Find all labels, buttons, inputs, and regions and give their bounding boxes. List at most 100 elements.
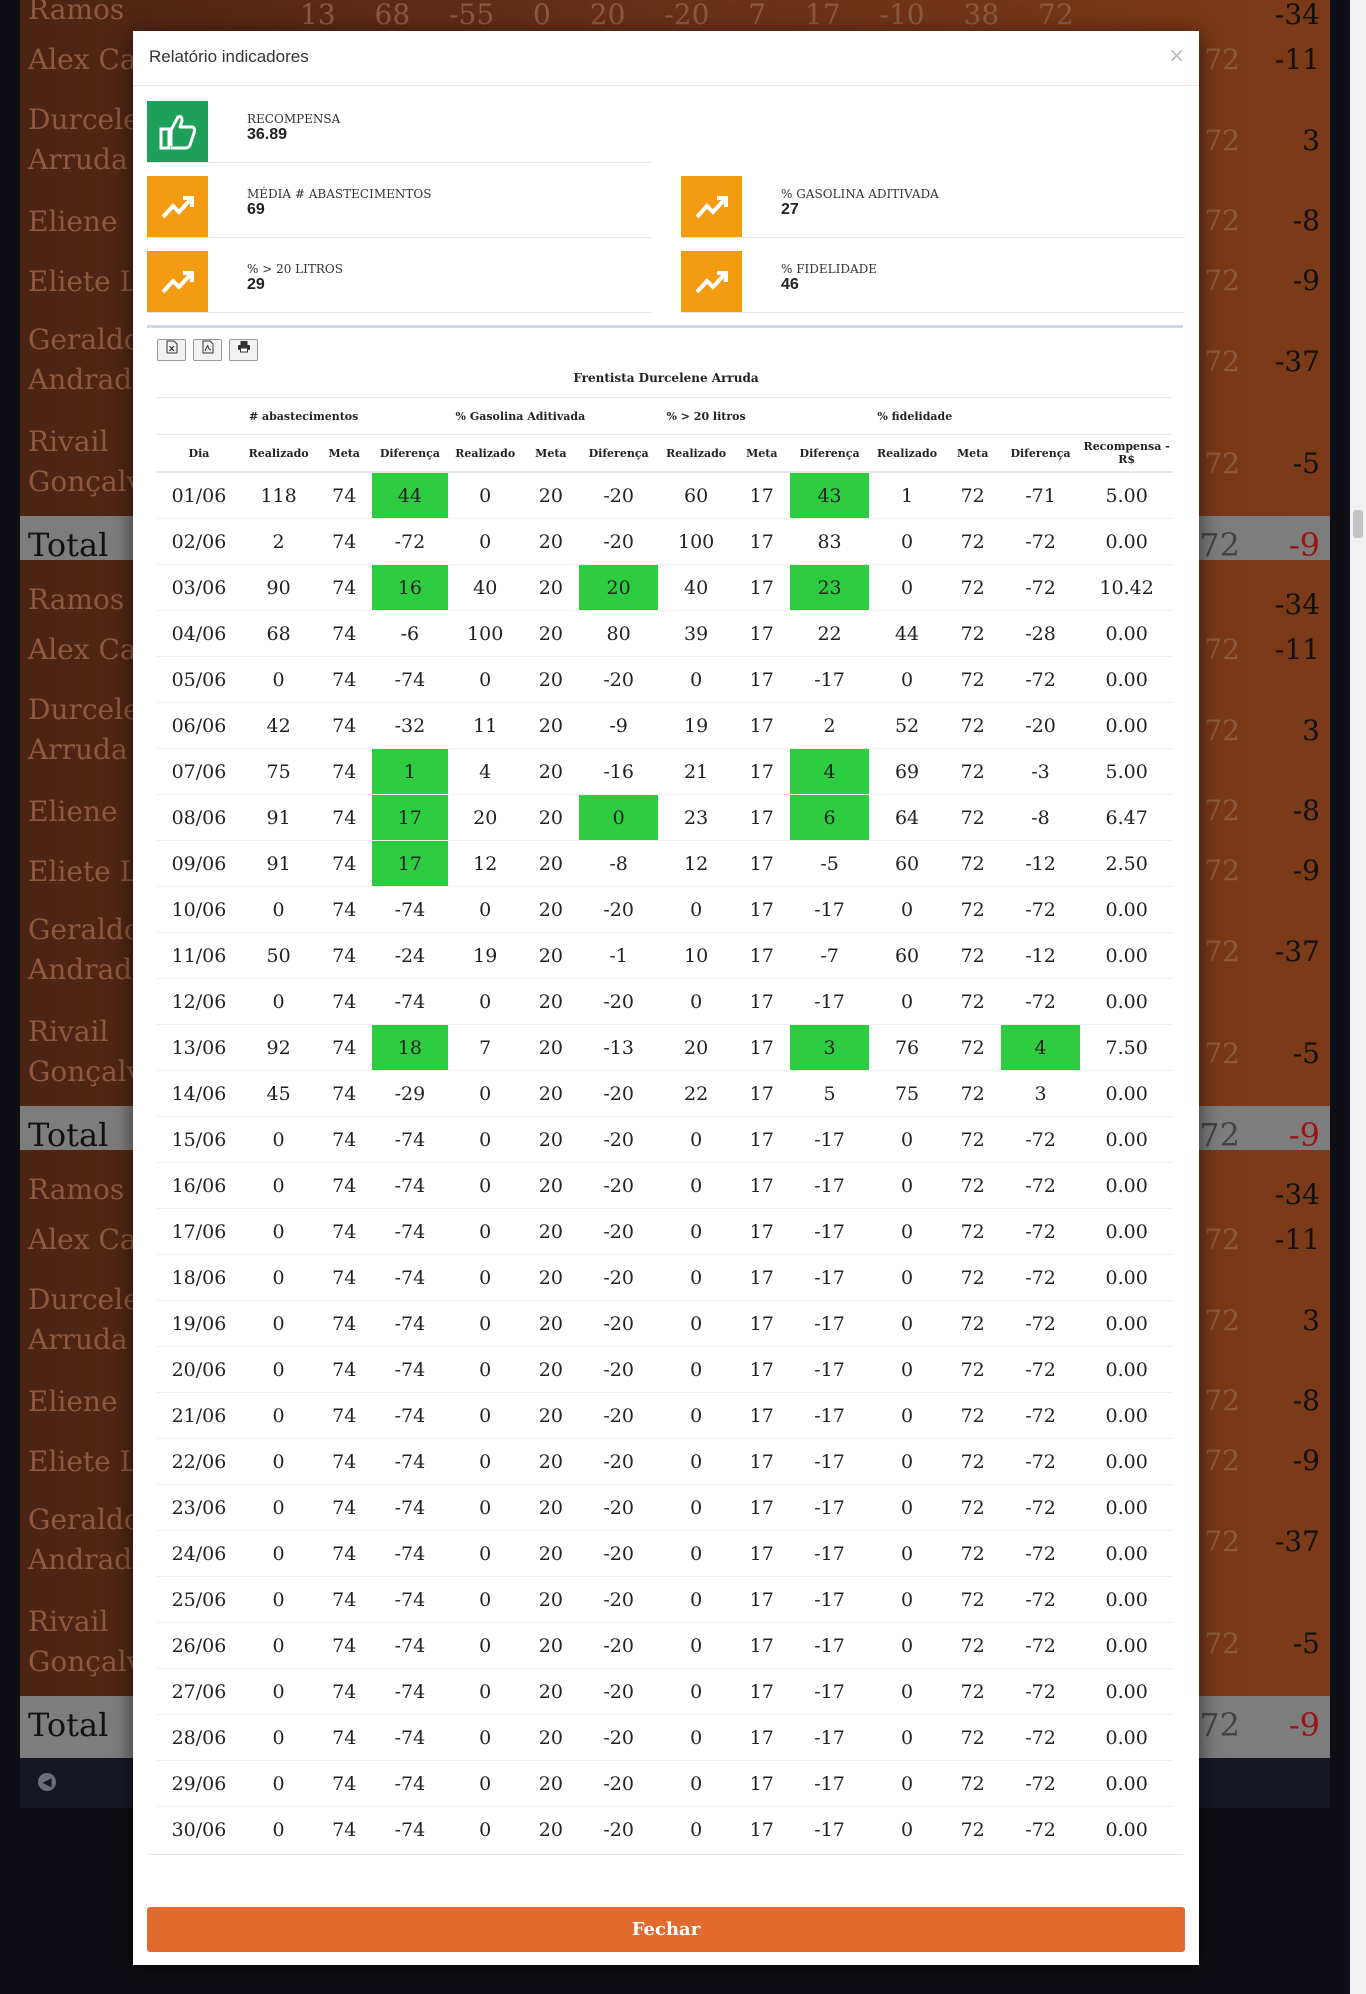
column-header: Dia	[157, 434, 241, 473]
table-cell: 72	[944, 932, 1001, 979]
table-cell: -17	[789, 1346, 870, 1393]
table-cell: 0.00	[1080, 1300, 1173, 1347]
table-cell: 43	[789, 471, 870, 519]
bg-ghost: 72	[1204, 1525, 1240, 1558]
table-cell: 74	[316, 702, 373, 749]
group-header: % Gasolina Aditivada	[447, 397, 659, 435]
table-cell: 91	[240, 794, 317, 841]
table-cell: 0	[658, 1714, 734, 1761]
chevron-left-icon[interactable]: ◀	[38, 1773, 56, 1791]
table-cell: 0	[447, 1254, 523, 1301]
table-cell: -17	[789, 1162, 870, 1209]
table-cell: 74	[316, 840, 373, 887]
table-cell: 40	[658, 564, 734, 611]
bg-ghost: 72	[1204, 633, 1240, 666]
table-row: 21/06 0 74 -74 0 20 -20 0 17 -17 0 72 -72 0.00	[157, 1392, 1173, 1439]
table-cell: 74	[316, 1024, 373, 1071]
table-cell: 0	[240, 1162, 317, 1209]
table-cell: 20	[522, 1576, 579, 1623]
table-cell: 74	[316, 932, 373, 979]
table-cell: 17	[733, 1254, 790, 1301]
excel-icon[interactable]	[157, 339, 186, 361]
table-cell: 0	[240, 1576, 317, 1623]
table-cell: 0	[869, 1392, 945, 1439]
table-cell: 74	[316, 748, 373, 795]
table-cell: -74	[372, 1392, 448, 1439]
bg-value: 3	[1302, 124, 1320, 157]
column-header: Realizado	[240, 434, 317, 473]
scrollbar-thumb[interactable]	[1353, 510, 1363, 538]
table-cell: 72	[944, 1576, 1001, 1623]
table-cell: 17	[372, 794, 448, 841]
table-cell: -24	[372, 932, 448, 979]
table-cell: -72	[1000, 1346, 1081, 1393]
table-cell: -74	[372, 1254, 448, 1301]
bg-ghost: 72	[1204, 1384, 1240, 1417]
table-cell: -72	[1000, 1714, 1081, 1761]
table-cell: 72	[944, 1668, 1001, 1715]
table-cell: -74	[372, 1300, 448, 1347]
day-cell: 15/06	[157, 1116, 241, 1163]
thumbs-up-icon	[147, 101, 208, 162]
table-cell: 17	[733, 794, 790, 841]
kpi-label: % FIDELIDADE	[781, 262, 878, 276]
bg-value: -9	[1292, 854, 1320, 887]
table-cell: 20	[522, 656, 579, 703]
table-cell: 0	[869, 656, 945, 703]
day-cell: 23/06	[157, 1484, 241, 1531]
modal-header: Relatório indicadores ×	[133, 31, 1199, 86]
table-cell: -20	[578, 1668, 659, 1715]
bg-ghost: 72	[1204, 124, 1240, 157]
table-cell: 0	[240, 656, 317, 703]
table-cell: 0	[447, 1392, 523, 1439]
day-cell: 10/06	[157, 886, 241, 933]
table-cell: -32	[372, 702, 448, 749]
table-cell: 17	[733, 471, 790, 519]
group-spacer	[157, 397, 241, 435]
group-header: % > 20 litros	[658, 397, 870, 435]
fechar-button[interactable]: Fechar	[147, 1907, 1185, 1952]
table-cell: -20	[578, 1162, 659, 1209]
table-cell: 0	[240, 978, 317, 1025]
table-cell: 0	[869, 1116, 945, 1163]
table-row: 25/06 0 74 -74 0 20 -20 0 17 -17 0 72 -72 0.00	[157, 1576, 1173, 1623]
bg-value: -34	[1274, 0, 1320, 31]
table-cell: 12	[658, 840, 734, 887]
table-cell: 72	[944, 978, 1001, 1025]
table-cell: 0	[658, 1484, 734, 1531]
table-cell: 0	[447, 1346, 523, 1393]
table-cell: 20	[522, 1484, 579, 1531]
close-icon[interactable]: ×	[1168, 43, 1185, 67]
bg-name: Geraldo Andrade	[28, 1503, 149, 1576]
page-scrollbar[interactable]	[1350, 0, 1366, 1994]
bg-row: Ramos 13 68 -55 0 20 -20 7 17 -10 38 72 -3…	[20, 0, 1330, 31]
table-cell: 0	[658, 1346, 734, 1393]
column-header: Meta	[316, 434, 373, 473]
table-cell: -74	[372, 1162, 448, 1209]
table-cell: 0	[869, 978, 945, 1025]
group-spacer	[1080, 397, 1173, 435]
bg-ghost: 72	[1204, 43, 1240, 76]
pdf-icon[interactable]	[193, 339, 223, 361]
bg-ghost: 72	[1204, 1304, 1240, 1337]
table-cell: 20	[522, 794, 579, 841]
bg-value: -11	[1274, 633, 1320, 666]
table-cell: -72	[1000, 1806, 1081, 1852]
table-cell: -74	[372, 1208, 448, 1255]
table-cell: 0	[658, 1254, 734, 1301]
bg-name: Rivail Gonçalv	[28, 1015, 143, 1088]
day-cell: 18/06	[157, 1254, 241, 1301]
table-row: 12/06 0 74 -74 0 20 -20 0 17 -17 0 72 -72 0.00	[157, 978, 1173, 1025]
table-cell: -17	[789, 656, 870, 703]
table-cell: 74	[316, 1438, 373, 1485]
table-cell: 0	[447, 1668, 523, 1715]
table-cell: 2	[240, 518, 317, 565]
table-cell: -74	[372, 1668, 448, 1715]
table-cell: -20	[578, 1116, 659, 1163]
table-cell: 74	[316, 564, 373, 611]
bg-value: -34	[1274, 1178, 1320, 1211]
table-cell: 72	[944, 794, 1001, 841]
table-cell: 72	[944, 886, 1001, 933]
print-icon[interactable]	[229, 339, 259, 361]
table-cell: -20	[578, 1530, 659, 1577]
